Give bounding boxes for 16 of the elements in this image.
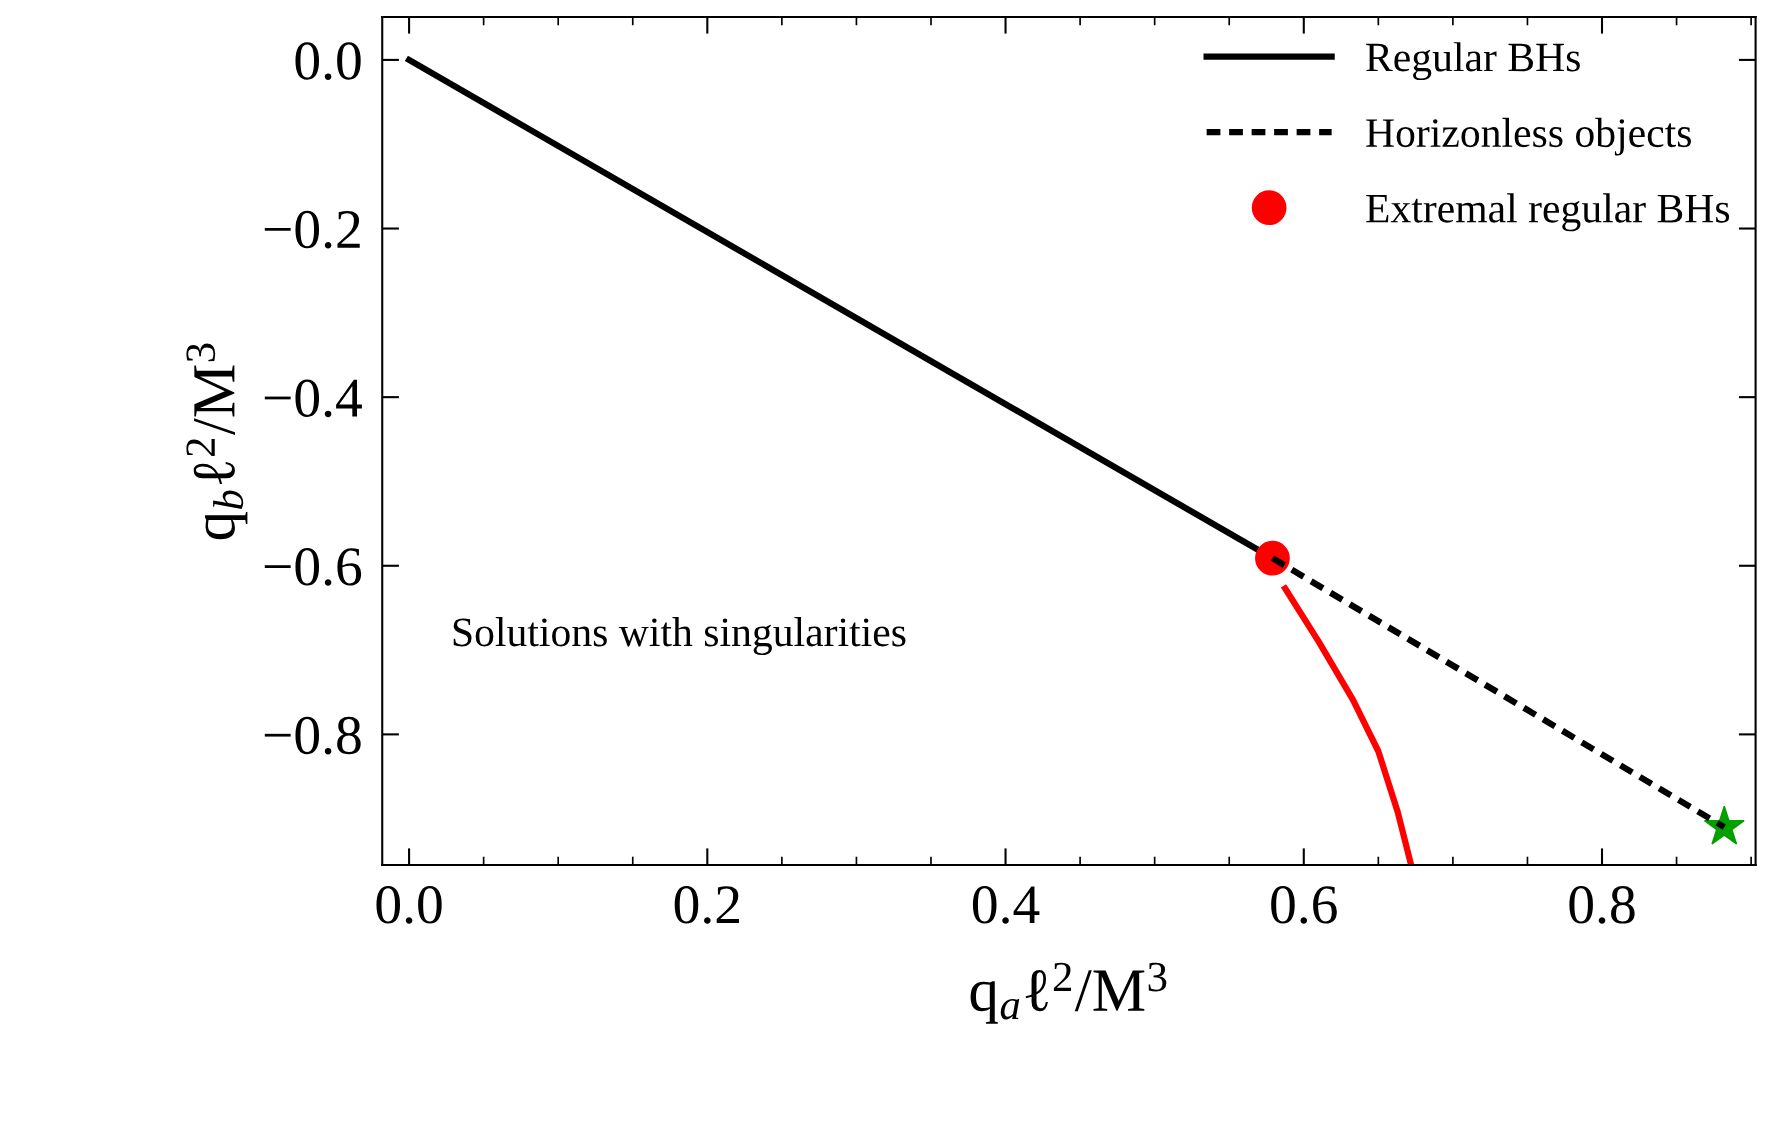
legend-label: Horizonless objects bbox=[1366, 117, 1691, 156]
y-tick-label: −0.4 bbox=[264, 379, 362, 418]
x-tick-label: 0.6 bbox=[1271, 886, 1337, 924]
y-axis-title: q$_{b}$ℓ$^{2}$/M$^{3}$ bbox=[186, 343, 248, 540]
x-tick-label: 0.8 bbox=[1569, 886, 1635, 924]
x-tick-label: 0.2 bbox=[674, 886, 739, 924]
x-tick-label: 0.4 bbox=[972, 886, 1040, 924]
y-tick-label: −0.8 bbox=[264, 716, 361, 755]
y-tick-label: −0.2 bbox=[264, 210, 360, 249]
legend-label: Regular BHs bbox=[1366, 42, 1580, 81]
annotation: Solutions with singularities bbox=[453, 617, 906, 656]
x-axis-title: q$_{a}$ℓ$^{2}$/M$^{3}$ bbox=[970, 962, 1167, 1024]
y-tick-label: −0.6 bbox=[264, 548, 362, 586]
legend-label: Extremal regular BHs bbox=[1366, 193, 1730, 232]
x-tick-label: 0.0 bbox=[376, 886, 442, 924]
y-tick-label: 0.0 bbox=[295, 42, 361, 80]
